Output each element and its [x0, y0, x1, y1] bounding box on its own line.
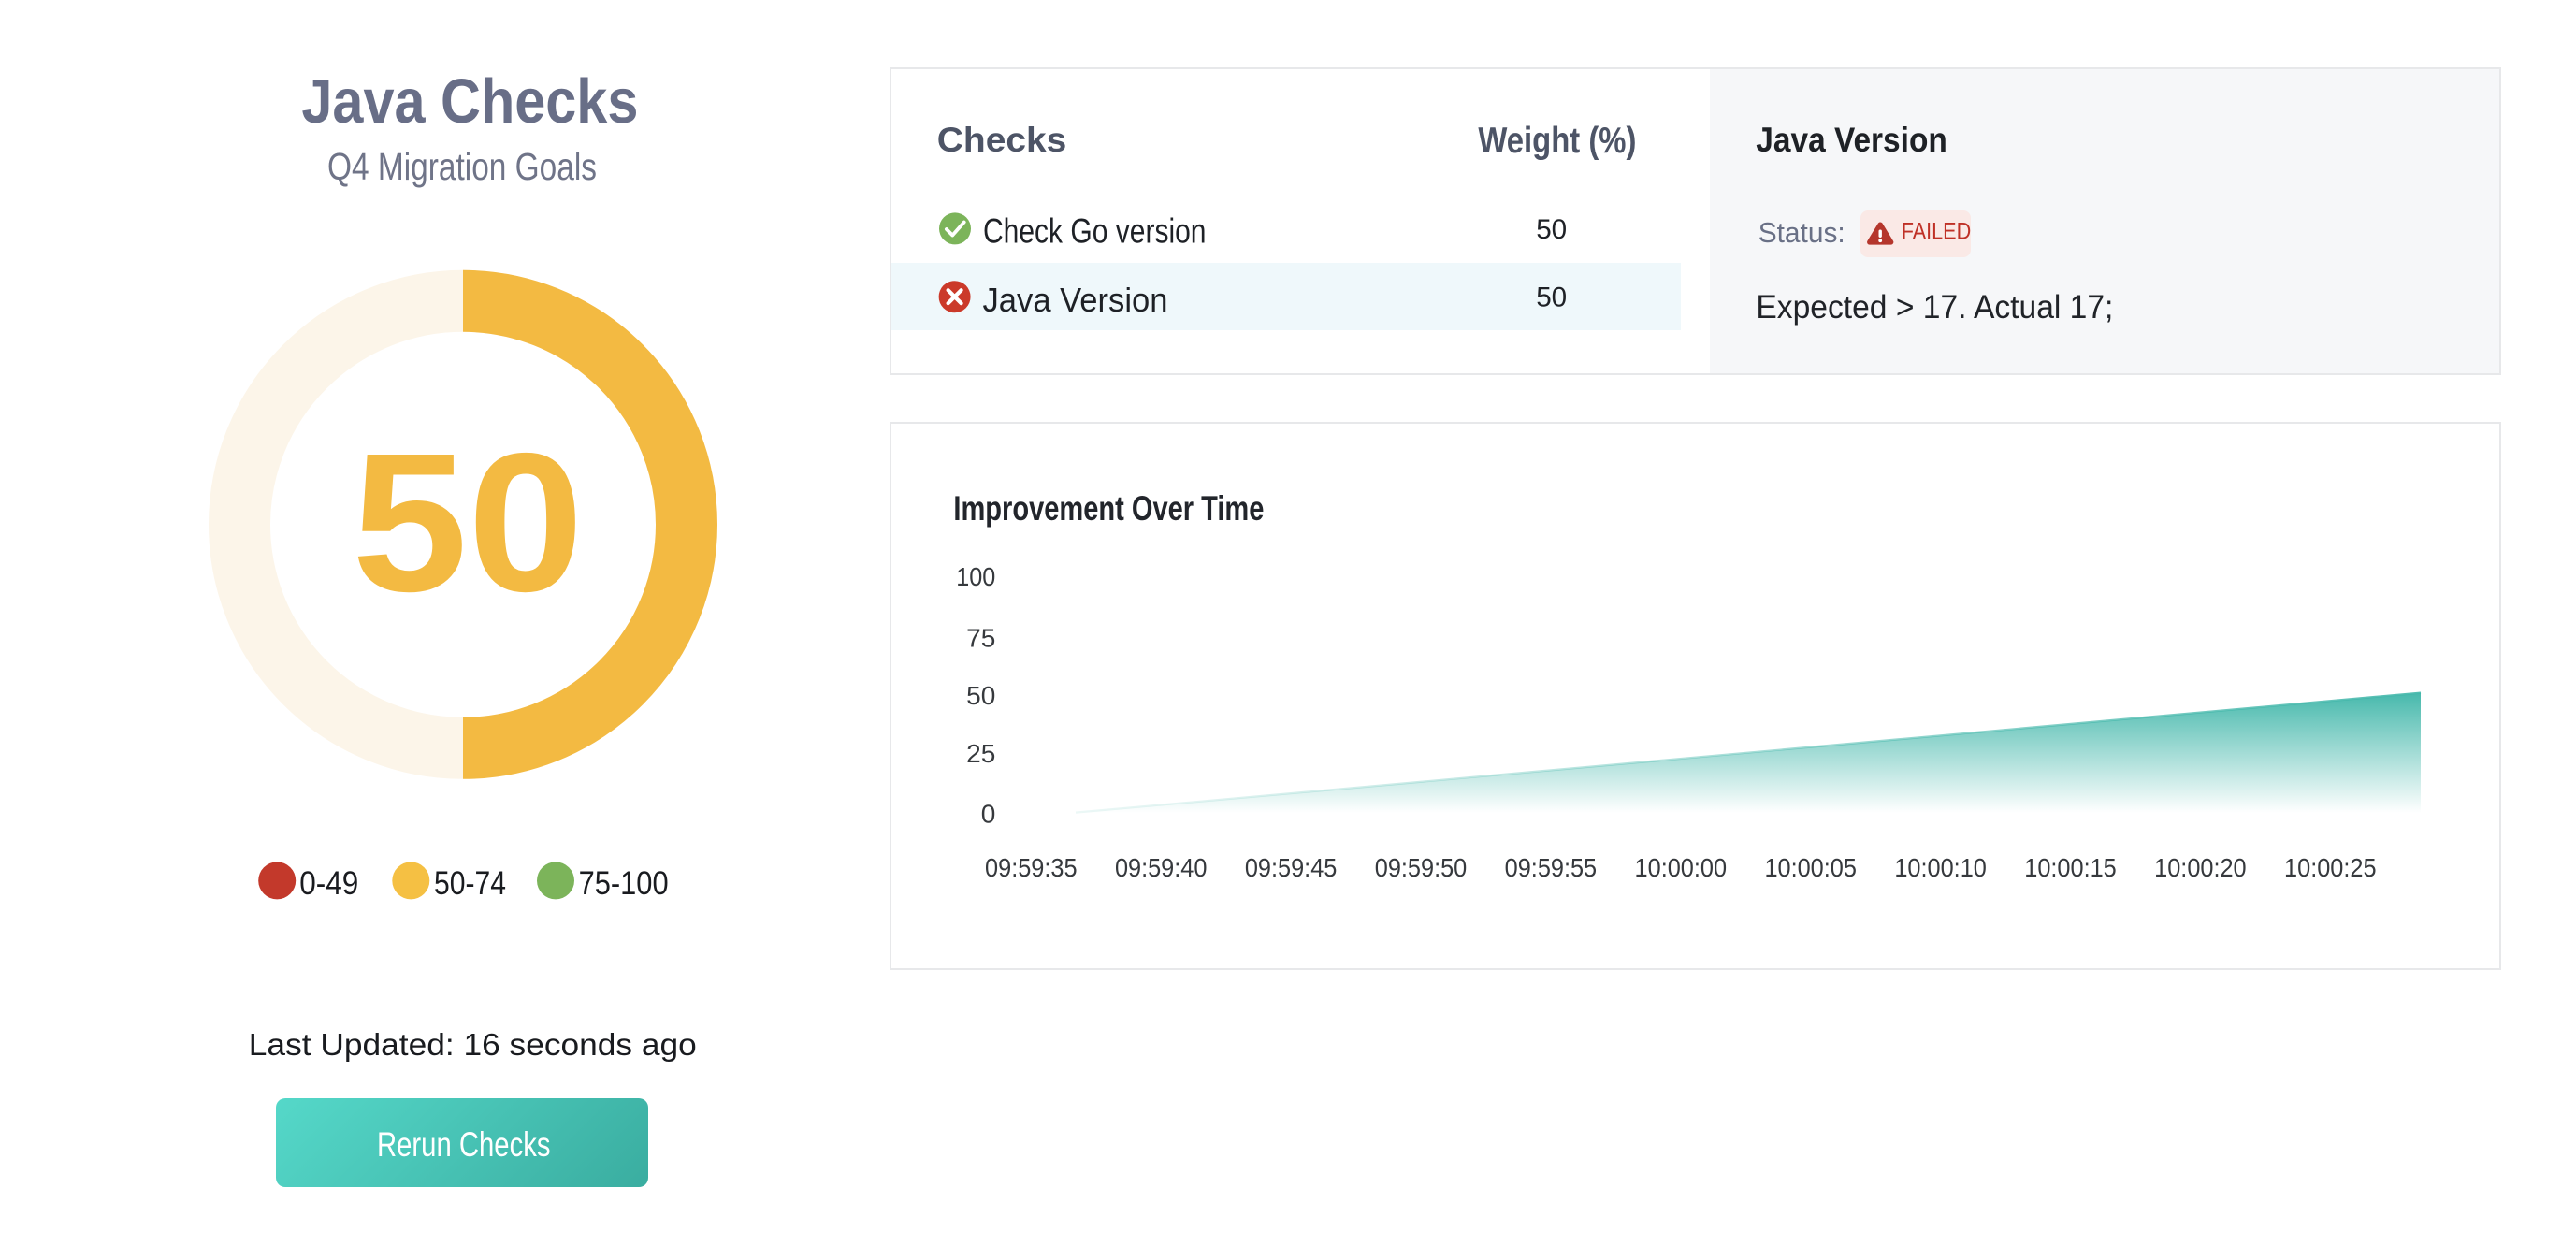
- svg-text:09:59:50: 09:59:50: [1375, 853, 1468, 882]
- svg-text:Rerun Checks: Rerun Checks: [377, 1125, 551, 1164]
- svg-text:10:00:15: 10:00:15: [2024, 853, 2117, 882]
- svg-text:10:00:05: 10:00:05: [1764, 853, 1857, 882]
- svg-text:50-74: 50-74: [434, 865, 506, 902]
- svg-text:09:59:40: 09:59:40: [1115, 853, 1208, 882]
- svg-text:100: 100: [956, 562, 995, 591]
- svg-text:Q4 Migration Goals: Q4 Migration Goals: [327, 145, 597, 188]
- svg-text:50: 50: [352, 412, 584, 632]
- svg-text:Java Version: Java Version: [983, 281, 1168, 319]
- svg-text:0-49: 0-49: [299, 865, 358, 902]
- svg-text:25: 25: [966, 739, 995, 768]
- svg-text:75-100: 75-100: [579, 865, 669, 902]
- svg-text:10:00:25: 10:00:25: [2284, 853, 2377, 882]
- svg-text:10:00:20: 10:00:20: [2154, 853, 2247, 882]
- svg-text:50: 50: [1536, 214, 1567, 245]
- svg-text:Last Updated: 16 seconds ago: Last Updated: 16 seconds ago: [249, 1027, 697, 1062]
- svg-text:50: 50: [966, 681, 995, 710]
- svg-text:FAILED: FAILED: [1902, 219, 1972, 245]
- svg-text:Java Checks: Java Checks: [301, 66, 638, 137]
- svg-text:Checks: Checks: [937, 121, 1067, 159]
- svg-text:09:59:45: 09:59:45: [1245, 853, 1338, 882]
- svg-text:Expected > 17. Actual 17;: Expected > 17. Actual 17;: [1756, 289, 2113, 326]
- svg-text:Check Go version: Check Go version: [983, 212, 1207, 251]
- svg-text:0: 0: [981, 800, 996, 829]
- svg-text:Java Version: Java Version: [1756, 121, 1947, 159]
- svg-text:Improvement Over Time: Improvement Over Time: [953, 489, 1264, 528]
- svg-text:Status:: Status:: [1758, 216, 1845, 249]
- svg-text:Weight (%): Weight (%): [1478, 121, 1636, 161]
- svg-text:10:00:10: 10:00:10: [1894, 853, 1987, 882]
- svg-text:75: 75: [966, 624, 995, 653]
- svg-text:09:59:55: 09:59:55: [1505, 853, 1598, 882]
- svg-text:50: 50: [1536, 283, 1567, 313]
- svg-text:10:00:00: 10:00:00: [1635, 853, 1728, 882]
- svg-text:09:59:35: 09:59:35: [985, 853, 1078, 882]
